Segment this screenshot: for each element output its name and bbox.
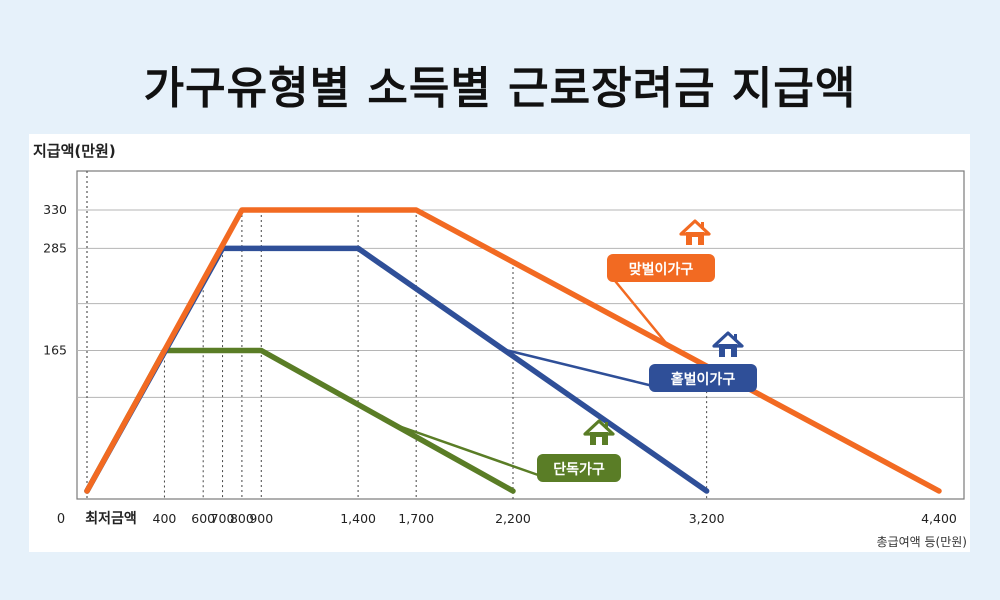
x-tick-label: 800 [230,511,254,526]
legend-pointer [392,422,542,478]
house-icon [583,419,615,445]
y-tick-label: 165 [43,343,67,358]
y-tick-label: 285 [43,240,67,255]
legend-box [607,254,715,282]
page-title: 가구유형별 소득별 근로장려금 지급액 [143,63,857,114]
x-tick-label: 400 [153,511,177,526]
x-tick-label: 2,200 [495,511,531,526]
y-tick-label: 330 [43,202,67,217]
house-icon [679,219,711,245]
x-tick-label: 1,700 [398,511,434,526]
legend-pointer [610,275,669,347]
x-tick-label: 1,400 [340,511,376,526]
plot-frame [76,170,965,500]
legend-label: 홑벌이가구 [671,371,736,388]
y-axis-label: 지급액(만원) [33,142,116,160]
x-tick-label: 3,200 [689,511,725,526]
legend-pointer [503,348,654,388]
legend-box [649,364,757,392]
house-icon [712,331,744,357]
min-amount-label: 최저금액 [85,510,137,527]
legend-label: 단독가구 [553,461,605,478]
x-tick-label: 4,400 [921,511,957,526]
line-chart: 지급액(만원) 총급여액 등(만원) 0 최저금액 400 60070080090… [33,142,967,549]
legend-label: 맞벌이가구 [629,261,694,278]
origin-label: 0 [57,512,65,527]
x-tick-label: 900 [249,511,273,526]
x-tick-label: 600 [191,511,215,526]
x-axis-label: 총급여액 등(만원) [877,535,967,549]
chart-card: 지급액(만원) 총급여액 등(만원) 0 최저금액 400 600 700 800 90… [29,134,970,552]
series-line [84,207,942,494]
legend-box [537,454,621,482]
x-tick-label: 700 [211,511,235,526]
